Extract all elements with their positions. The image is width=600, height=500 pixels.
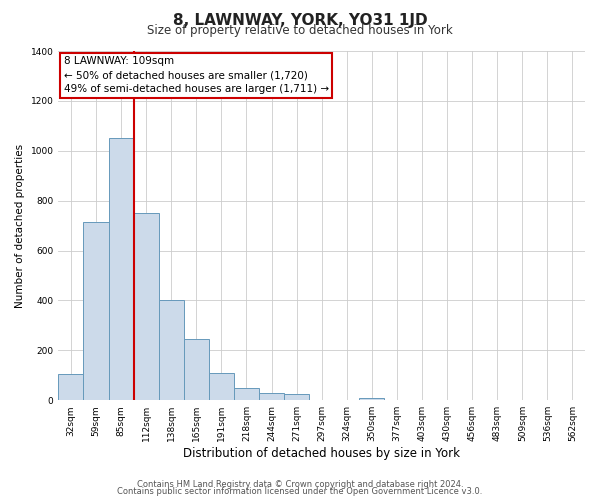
Bar — [284, 394, 309, 400]
Bar — [259, 393, 284, 400]
Text: 8, LAWNWAY, YORK, YO31 1JD: 8, LAWNWAY, YORK, YO31 1JD — [173, 12, 427, 28]
Bar — [159, 300, 184, 400]
Text: 8 LAWNWAY: 109sqm
← 50% of detached houses are smaller (1,720)
49% of semi-detac: 8 LAWNWAY: 109sqm ← 50% of detached hous… — [64, 56, 329, 94]
Bar — [109, 138, 134, 400]
Text: Size of property relative to detached houses in York: Size of property relative to detached ho… — [147, 24, 453, 37]
Y-axis label: Number of detached properties: Number of detached properties — [15, 144, 25, 308]
Bar — [184, 339, 209, 400]
Text: Contains public sector information licensed under the Open Government Licence v3: Contains public sector information licen… — [118, 487, 482, 496]
Bar — [58, 374, 83, 400]
Bar — [209, 373, 234, 400]
Bar — [359, 398, 385, 400]
Bar — [234, 388, 259, 400]
Text: Contains HM Land Registry data © Crown copyright and database right 2024.: Contains HM Land Registry data © Crown c… — [137, 480, 463, 489]
Bar — [83, 222, 109, 400]
X-axis label: Distribution of detached houses by size in York: Distribution of detached houses by size … — [183, 447, 460, 460]
Bar — [134, 213, 159, 400]
